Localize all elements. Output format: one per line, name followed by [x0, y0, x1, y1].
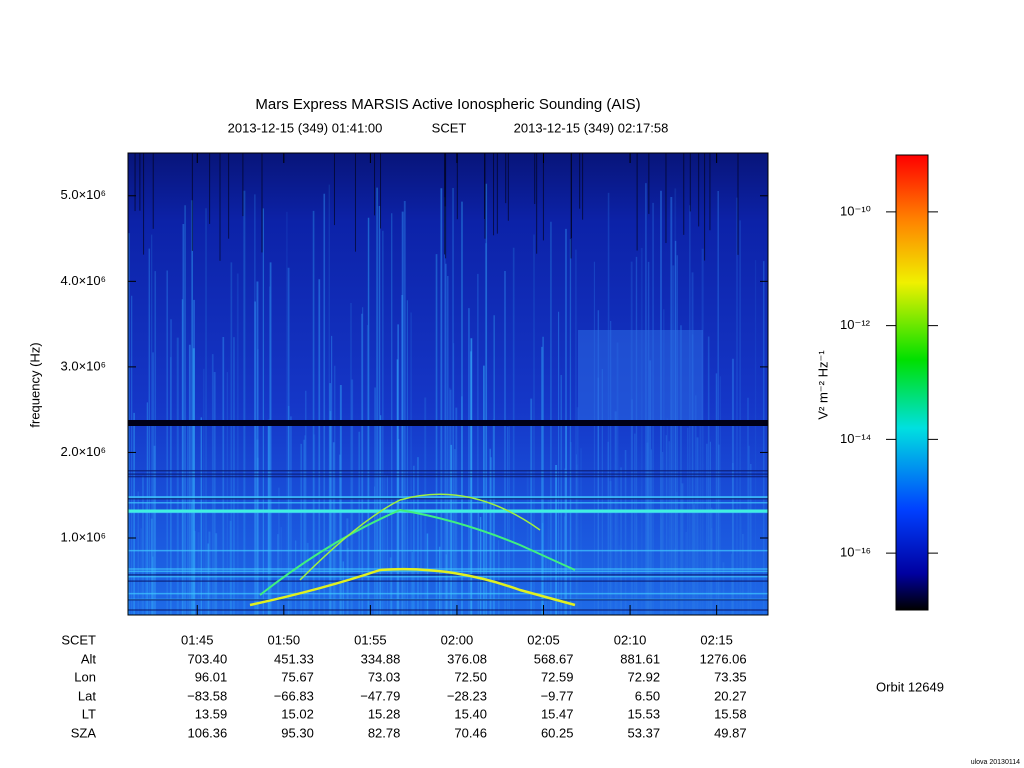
ephemeris-label: Alt [81, 651, 97, 666]
colorbar-label: V² m⁻² Hz⁻¹ [815, 350, 830, 420]
ephemeris-value: 95.30 [281, 725, 314, 740]
ephemeris-value: 72.92 [628, 669, 661, 684]
ephemeris-value: 6.50 [635, 688, 660, 703]
footer: ulova 20130114 [971, 759, 1020, 766]
ephemeris-value: 1276.06 [700, 651, 747, 666]
colorbar-tick-label: 10⁻¹² [840, 317, 871, 332]
x-tick-label: 02:15 [700, 632, 733, 647]
subtitle-start: 2013-12-15 (349) 01:41:00 [228, 120, 383, 135]
ephemeris-value: 60.25 [541, 725, 574, 740]
ephemeris-value: 568.67 [534, 651, 574, 666]
orbit: Orbit 12649 [876, 679, 944, 694]
ephemeris-value: 75.67 [281, 669, 314, 684]
ephemeris-value: 15.53 [628, 706, 661, 721]
ephemeris-value: 15.40 [454, 706, 487, 721]
ephemeris-value: 451.33 [274, 651, 314, 666]
y-tick-label: 5.0×10⁶ [61, 187, 106, 202]
x-tick-label: 01:50 [268, 632, 301, 647]
ephemeris-value: 15.58 [714, 706, 747, 721]
ephemeris-value: 13.59 [195, 706, 228, 721]
ephemeris-value: −47.79 [360, 688, 400, 703]
spectrogram-trace [249, 567, 576, 607]
spectrogram-trace [299, 493, 541, 581]
ephemeris-value: 703.40 [187, 651, 227, 666]
ephemeris-value: 15.02 [281, 706, 314, 721]
ephemeris-value: 53.37 [628, 725, 661, 740]
ephemeris-value: −66.83 [274, 688, 314, 703]
colorbar [895, 154, 929, 611]
y-tick-label: 4.0×10⁶ [61, 273, 106, 288]
ephemeris-value: −28.23 [447, 688, 487, 703]
ephemeris-value: 376.08 [447, 651, 487, 666]
chart-title: Mars Express MARSIS Active Ionospheric S… [255, 96, 640, 113]
spectrogram-band [128, 420, 768, 426]
ephemeris-label: Lon [74, 669, 96, 684]
colorbar-tick-label: 10⁻¹⁶ [840, 545, 871, 560]
y-tick-label: 3.0×10⁶ [61, 358, 106, 373]
x-tick-label: 02:00 [441, 632, 474, 647]
ephemeris-label: LT [82, 706, 96, 721]
ephemeris-value: 334.88 [361, 651, 401, 666]
colorbar-tick-label: 10⁻¹⁴ [840, 431, 871, 446]
ephemeris-value: 15.28 [368, 706, 401, 721]
x-tick-label: 02:10 [614, 632, 647, 647]
ephemeris-value: 82.78 [368, 725, 401, 740]
x-tick-label: 01:45 [181, 632, 214, 647]
plot-frame [127, 152, 769, 616]
subtitle-scale: SCET [432, 120, 467, 135]
x-tick-label: 02:05 [527, 632, 560, 647]
y-tick-label: 1.0×10⁶ [61, 529, 106, 544]
x-tick-label: 01:55 [354, 632, 387, 647]
y-tick-label: 2.0×10⁶ [61, 444, 106, 459]
subtitle-end: 2013-12-15 (349) 02:17:58 [514, 120, 669, 135]
ephemeris-label: SZA [71, 725, 97, 740]
spectrogram [128, 153, 768, 615]
spectrogram-band [578, 330, 703, 420]
ephemeris-value: 96.01 [195, 669, 228, 684]
ephemeris-label: Lat [78, 688, 96, 703]
y-axis-label: frequency (Hz) [27, 342, 42, 427]
ephemeris-value: 70.46 [454, 725, 487, 740]
ephemeris-value: 20.27 [714, 688, 747, 703]
ephemeris-value: 73.35 [714, 669, 747, 684]
ephemeris-value: 881.61 [620, 651, 660, 666]
ephemeris-value: 72.59 [541, 669, 574, 684]
ephemeris-value: 49.87 [714, 725, 747, 740]
ephemeris-value: −83.58 [187, 688, 227, 703]
ephemeris-value: 73.03 [368, 669, 401, 684]
ephemeris-value: 72.50 [454, 669, 487, 684]
colorbar-tick-label: 10⁻¹⁰ [840, 203, 871, 218]
ephemeris-time-label: SCET [61, 632, 96, 647]
ephemeris-value: −9.77 [541, 688, 574, 703]
spectrogram-trace [259, 508, 576, 596]
ephemeris-value: 106.36 [187, 725, 227, 740]
ephemeris-value: 15.47 [541, 706, 574, 721]
